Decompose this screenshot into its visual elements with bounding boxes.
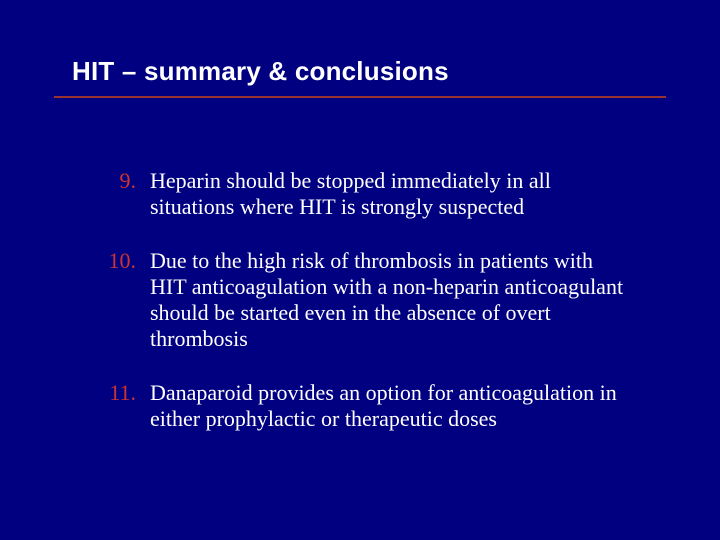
title-region: HIT – summary & conclusions	[72, 56, 648, 87]
list-item: 9. Heparin should be stopped immediately…	[106, 168, 626, 220]
content-list: 9. Heparin should be stopped immediately…	[106, 168, 626, 460]
list-item: 11. Danaparoid provides an option for an…	[106, 380, 626, 432]
list-text: Danaparoid provides an option for antico…	[150, 380, 626, 432]
title-underline	[54, 96, 666, 98]
list-text: Heparin should be stopped immediately in…	[150, 168, 626, 220]
list-number: 11.	[106, 380, 150, 406]
list-number: 10.	[106, 248, 150, 274]
slide: HIT – summary & conclusions 9. Heparin s…	[0, 0, 720, 540]
list-text: Due to the high risk of thrombosis in pa…	[150, 248, 626, 352]
slide-title: HIT – summary & conclusions	[72, 56, 648, 87]
list-item: 10. Due to the high risk of thrombosis i…	[106, 248, 626, 352]
list-number: 9.	[106, 168, 150, 194]
